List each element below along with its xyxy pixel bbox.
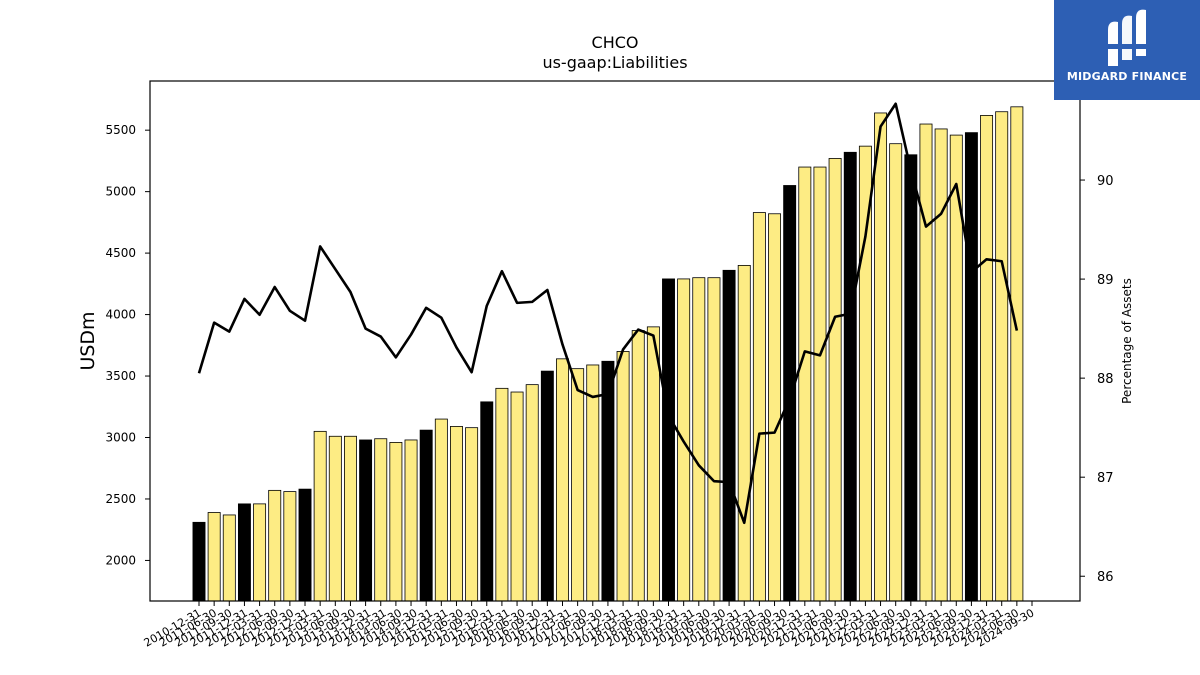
chart-title: CHCO bbox=[592, 33, 639, 52]
y2-tick-label: 90 bbox=[1097, 174, 1114, 189]
chart-subtitle: us-gaap:Liabilities bbox=[542, 53, 687, 72]
bar bbox=[222, 514, 236, 602]
bar bbox=[389, 442, 403, 602]
bar bbox=[707, 277, 721, 602]
bar bbox=[480, 401, 494, 602]
y-axis-label: USDm bbox=[77, 311, 99, 370]
line-series bbox=[197, 102, 1019, 525]
bar bbox=[889, 143, 903, 602]
logo-text: MIDGARD FINANCE bbox=[1066, 70, 1188, 83]
y2-axis-label: Percentage of Assets bbox=[1120, 278, 1134, 404]
x-axis: 2010-12-312011-06-302011-09-302011-12-31… bbox=[142, 601, 1037, 650]
bar bbox=[798, 166, 812, 602]
bar bbox=[268, 489, 282, 602]
y2-tick-label: 88 bbox=[1097, 372, 1114, 387]
y-tick-label: 3000 bbox=[105, 431, 136, 445]
y-tick-label: 2000 bbox=[105, 553, 136, 567]
bar bbox=[571, 368, 585, 602]
y2-tick-label: 86 bbox=[1097, 570, 1114, 585]
bar bbox=[813, 166, 827, 602]
bar bbox=[874, 112, 888, 602]
bar bbox=[465, 427, 479, 602]
bar bbox=[768, 213, 781, 602]
percentage-line bbox=[197, 102, 1019, 525]
bar bbox=[964, 132, 978, 602]
bar bbox=[450, 426, 463, 602]
bar bbox=[601, 360, 615, 602]
bar bbox=[722, 269, 736, 602]
bar bbox=[586, 364, 600, 602]
bar bbox=[495, 387, 509, 602]
brand-logo: MIDGARD FINANCE bbox=[1054, 0, 1200, 100]
bar bbox=[237, 503, 251, 602]
bar bbox=[540, 370, 554, 602]
bar bbox=[510, 391, 524, 602]
y-tick-label: 5000 bbox=[105, 185, 136, 199]
bar bbox=[783, 185, 797, 602]
bar bbox=[752, 212, 766, 602]
bar bbox=[207, 512, 221, 602]
bar bbox=[313, 430, 327, 602]
bar bbox=[419, 429, 433, 602]
bar bbox=[631, 330, 645, 602]
bar bbox=[692, 277, 706, 602]
bar bbox=[343, 435, 357, 602]
bar bbox=[934, 128, 948, 602]
bar bbox=[919, 123, 933, 602]
bar bbox=[192, 521, 206, 602]
bar bbox=[525, 384, 539, 602]
bar bbox=[374, 438, 388, 602]
bar bbox=[904, 154, 918, 602]
bar bbox=[828, 158, 842, 602]
y-tick-label: 4000 bbox=[105, 308, 136, 322]
bar bbox=[404, 439, 418, 602]
y-tick-label: 4500 bbox=[105, 246, 136, 260]
bar bbox=[1010, 106, 1024, 602]
bar bbox=[995, 111, 1009, 602]
bar bbox=[298, 488, 312, 602]
bar bbox=[843, 151, 857, 602]
bar-series bbox=[192, 106, 1024, 602]
bar bbox=[737, 264, 751, 602]
y-tick-label: 3500 bbox=[105, 369, 136, 383]
bar bbox=[283, 491, 297, 602]
plot-area-frame bbox=[149, 80, 1081, 602]
bar bbox=[980, 115, 994, 602]
bar bbox=[662, 278, 675, 602]
y-axis-right: 86 87 88 89 90 bbox=[1080, 174, 1114, 585]
bar bbox=[434, 418, 448, 602]
bar bbox=[616, 351, 630, 602]
bar bbox=[253, 503, 267, 602]
y2-tick-label: 89 bbox=[1097, 273, 1114, 288]
y-tick-label: 2500 bbox=[105, 492, 136, 506]
bar bbox=[328, 435, 342, 602]
bar bbox=[556, 358, 569, 602]
logo-mark-icon bbox=[1105, 9, 1149, 66]
y-tick-label: 5500 bbox=[105, 123, 136, 137]
bar bbox=[646, 326, 660, 602]
y2-tick-label: 87 bbox=[1097, 471, 1114, 486]
y-axis-left: 2000 2500 3000 3500 4000 4500 5000 5500 bbox=[105, 123, 150, 567]
bar bbox=[359, 439, 373, 602]
